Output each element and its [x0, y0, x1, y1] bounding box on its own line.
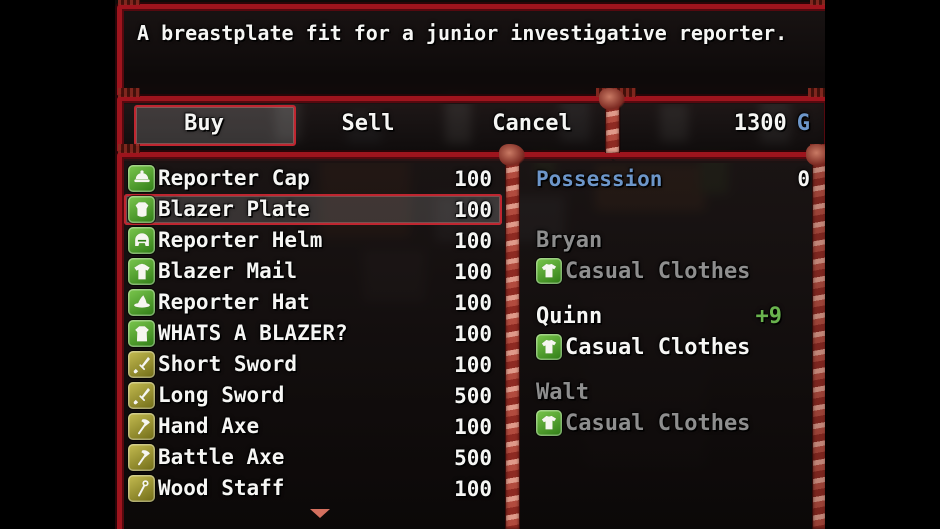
- actor-name: Bryan: [536, 228, 603, 253]
- item-name: Reporter Helm: [158, 228, 323, 252]
- shop-item-row[interactable]: Reporter Hat 100: [124, 287, 502, 318]
- currency-unit: G: [796, 111, 810, 136]
- gold-amount: 1300: [733, 111, 787, 136]
- item-name: Hand Axe: [158, 414, 260, 438]
- shop-item-row[interactable]: Hand Axe 100: [124, 411, 502, 442]
- actor-status-bryan: Bryan Casual Clothes: [536, 226, 814, 286]
- item-name: Long Sword: [158, 383, 285, 407]
- buy-tab[interactable]: Buy: [184, 111, 224, 136]
- sword-icon: [128, 351, 155, 378]
- item-price: 500: [454, 383, 492, 408]
- scroll-down-arrow-icon[interactable]: [310, 509, 330, 518]
- item-name: Blazer Plate: [158, 197, 310, 221]
- stag-crest-ornament: [599, 88, 625, 110]
- actor-status-quinn: Quinn +9 Casual Clothes: [536, 302, 814, 362]
- helm-icon: [128, 227, 155, 254]
- shop-item-row[interactable]: Battle Axe 500: [124, 442, 502, 473]
- item-price: 100: [454, 166, 492, 191]
- robe-icon: [128, 320, 155, 347]
- item-price: 100: [454, 228, 492, 253]
- game-viewport: A breastplate fit for a junior investiga…: [115, 0, 825, 529]
- shirt-icon: [536, 410, 562, 436]
- shop-item-row[interactable]: Reporter Helm 100: [124, 225, 502, 256]
- shop-item-row[interactable]: Blazer Mail 100: [124, 256, 502, 287]
- shop-item-row[interactable]: Reporter Cap 100: [124, 163, 502, 194]
- param-change: +9: [755, 304, 783, 329]
- item-name: Wood Staff: [158, 476, 285, 500]
- item-name: Battle Axe: [158, 445, 285, 469]
- possession-label: Possession: [536, 167, 663, 191]
- sword-icon: [128, 382, 155, 409]
- shirt-icon: [536, 258, 562, 284]
- item-price: 100: [454, 352, 492, 377]
- buy-item-list[interactable]: Reporter Cap 100 Blazer Plate 100 Report…: [124, 163, 502, 504]
- actor-status-walt: Walt Casual Clothes: [536, 378, 814, 438]
- cap-icon: [128, 165, 155, 192]
- shop-status-window: Possession 0 Bryan Casual Clothes: [522, 163, 814, 454]
- shirt-icon: [536, 334, 562, 360]
- equipped-item-name: Casual Clothes: [565, 334, 751, 360]
- actor-name: Walt: [536, 380, 589, 405]
- shop-item-row[interactable]: Short Sword 100: [124, 349, 502, 380]
- item-price: 100: [454, 476, 492, 501]
- item-price: 100: [454, 197, 492, 222]
- selection-cursor: [134, 105, 296, 146]
- axe-icon: [128, 413, 155, 440]
- shop-item-row[interactable]: Long Sword 500: [124, 380, 502, 411]
- staff-icon: [128, 475, 155, 502]
- item-price: 100: [454, 321, 492, 346]
- window-right-ribbon-ornament: [812, 150, 825, 529]
- axe-icon: [128, 444, 155, 471]
- item-name: WHATS A BLAZER?: [158, 321, 348, 345]
- mail-icon: [128, 258, 155, 285]
- item-price: 100: [454, 414, 492, 439]
- equipped-item-name: Casual Clothes: [565, 258, 751, 284]
- shop-item-row[interactable]: WHATS A BLAZER? 100: [124, 318, 502, 349]
- item-description-text: A breastplate fit for a junior investiga…: [137, 21, 788, 45]
- item-name: Reporter Cap: [158, 166, 310, 190]
- window-divider-ribbon-ornament: [505, 150, 520, 529]
- shop-item-row-selected[interactable]: Blazer Plate 100: [124, 194, 502, 225]
- stag-crest-ornament: [499, 144, 525, 166]
- shop-message-window: A breastplate fit for a junior investiga…: [117, 0, 825, 102]
- shop-item-row[interactable]: Wood Staff 100: [124, 473, 502, 504]
- item-price: 500: [454, 445, 492, 470]
- item-price: 100: [454, 259, 492, 284]
- actor-name: Quinn: [536, 304, 603, 329]
- stag-crest-ornament: [806, 144, 825, 166]
- item-name: Reporter Hat: [158, 290, 310, 314]
- sell-tab[interactable]: Sell: [341, 111, 395, 136]
- cancel-tab[interactable]: Cancel: [492, 111, 572, 136]
- equipped-item-name: Casual Clothes: [565, 410, 751, 436]
- breastplate-icon: [128, 196, 155, 223]
- shop-main-window: Reporter Cap 100 Blazer Plate 100 Report…: [117, 144, 825, 529]
- item-name: Blazer Mail: [158, 259, 298, 283]
- item-price: 100: [454, 290, 492, 315]
- item-name: Short Sword: [158, 352, 298, 376]
- wizard-hat-icon: [128, 289, 155, 316]
- possession-value: 0: [797, 167, 810, 191]
